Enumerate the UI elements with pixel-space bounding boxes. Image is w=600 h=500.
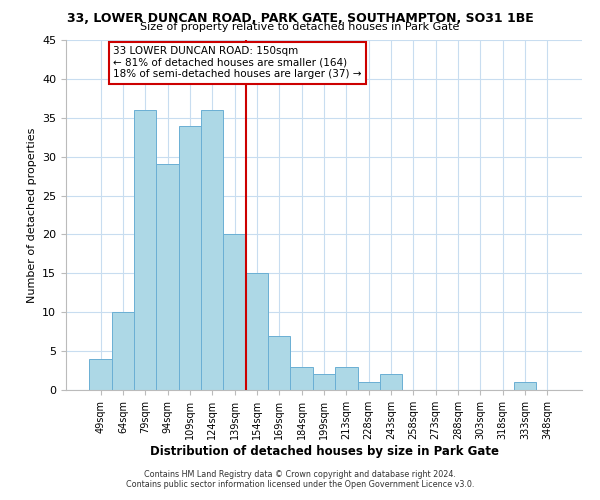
Bar	[380, 374, 402, 390]
Bar	[89, 359, 112, 390]
X-axis label: Distribution of detached houses by size in Park Gate: Distribution of detached houses by size …	[149, 444, 499, 458]
Bar	[223, 234, 246, 390]
Bar	[268, 336, 290, 390]
Text: Size of property relative to detached houses in Park Gate: Size of property relative to detached ho…	[140, 22, 460, 32]
Bar	[358, 382, 380, 390]
Text: 33 LOWER DUNCAN ROAD: 150sqm
← 81% of detached houses are smaller (164)
18% of s: 33 LOWER DUNCAN ROAD: 150sqm ← 81% of de…	[113, 46, 361, 80]
Bar	[246, 274, 268, 390]
Bar	[313, 374, 335, 390]
Bar	[201, 110, 223, 390]
Text: 33, LOWER DUNCAN ROAD, PARK GATE, SOUTHAMPTON, SO31 1BE: 33, LOWER DUNCAN ROAD, PARK GATE, SOUTHA…	[67, 12, 533, 26]
Bar	[157, 164, 179, 390]
Bar	[290, 366, 313, 390]
Y-axis label: Number of detached properties: Number of detached properties	[26, 128, 37, 302]
Bar	[112, 312, 134, 390]
Text: Contains HM Land Registry data © Crown copyright and database right 2024.
Contai: Contains HM Land Registry data © Crown c…	[126, 470, 474, 489]
Bar	[335, 366, 358, 390]
Bar	[514, 382, 536, 390]
Bar	[179, 126, 201, 390]
Bar	[134, 110, 157, 390]
